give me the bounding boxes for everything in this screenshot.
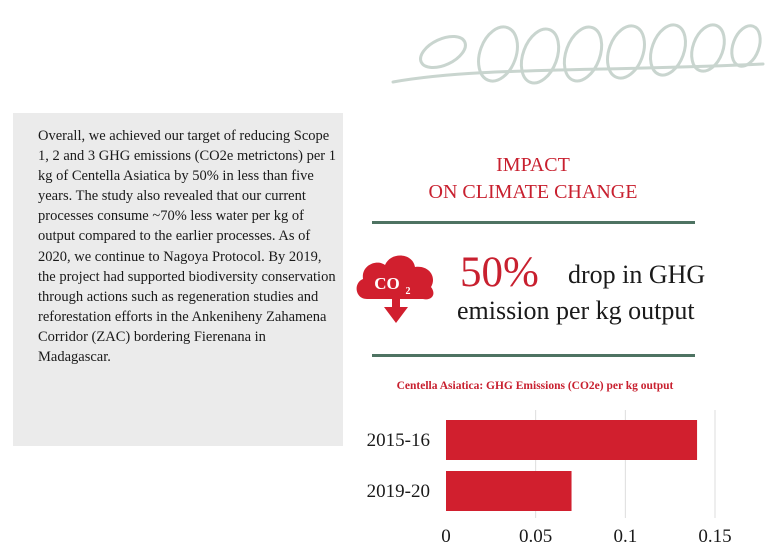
leaf-stem [391,62,765,84]
stat-text-line2: emission per kg output [457,296,695,325]
divider-top [372,221,695,224]
chart-title: Centella Asiatica: GHG Emissions (CO2e) … [396,380,674,392]
leaf [519,27,561,85]
leaf [419,34,467,70]
leaf-decoration [391,23,765,85]
category-label: 2015-16 [367,430,430,451]
stat-text-line1: drop in GHG [568,260,706,289]
divider-bottom [372,354,695,357]
leaf [649,23,687,77]
co2-icon-subscript: 2 [406,286,411,297]
impact-heading: IMPACT ON CLIMATE CHANGE [370,152,696,206]
summary-panel [13,113,343,446]
x-tick-label: 0.05 [519,526,552,547]
ghg-bar-chart: 2015-16 2019-20 0 0.05 0.1 0.15 [367,410,732,547]
summary-text: Overall, we achieved our target of reduc… [38,128,337,366]
leaf [606,24,646,80]
x-tick-label: 0 [441,526,451,547]
co2-icon-label: CO [374,274,400,293]
impact-heading-line2: ON CLIMATE CHANGE [428,181,638,203]
category-label: 2019-20 [367,481,430,502]
leaf [477,25,519,83]
x-tick-label: 0.1 [613,526,637,547]
stat-percentage: 50% [460,249,539,296]
leaf [730,24,762,68]
x-tick-label: 0.15 [698,526,731,547]
bar [446,420,698,460]
co2-cloud-icon: CO 2 [356,255,434,323]
impact-heading-line1: IMPACT [496,154,570,176]
bar [446,471,572,511]
leaf [562,25,604,83]
leaf [690,23,726,73]
